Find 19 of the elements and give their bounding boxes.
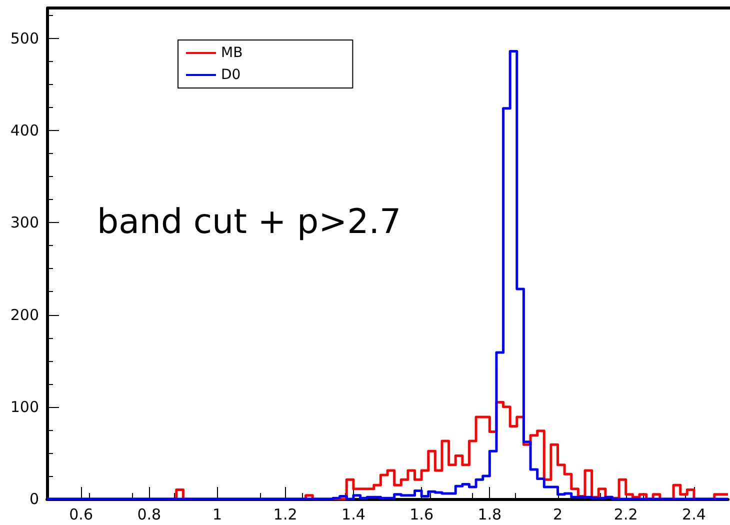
x-tick-label: 2.4: [682, 506, 706, 524]
y-tick-label: 0: [29, 490, 39, 508]
x-tick-label: 1.8: [478, 506, 502, 524]
y-tick-label: 400: [10, 122, 39, 140]
legend-label: MB: [221, 45, 243, 61]
x-tick-label: 0.8: [137, 506, 162, 524]
legend-label: D0: [221, 67, 241, 83]
x-tick-label: 1.2: [273, 506, 298, 524]
annotation: band cut + p>2.7: [97, 202, 402, 242]
x-tick-label: 2.2: [614, 506, 638, 524]
x-tick-label: 1.4: [342, 506, 366, 524]
y-tick-label: 100: [10, 398, 39, 416]
x-tick-label: 0.6: [69, 506, 93, 524]
y-tick-label: 500: [10, 29, 39, 48]
y-tick-label: 200: [10, 306, 39, 324]
y-tick-label: 300: [10, 214, 39, 232]
x-tick-label: 1.6: [410, 506, 434, 524]
x-tick-label: 1: [212, 506, 222, 524]
x-tick-label: 2: [552, 506, 563, 524]
